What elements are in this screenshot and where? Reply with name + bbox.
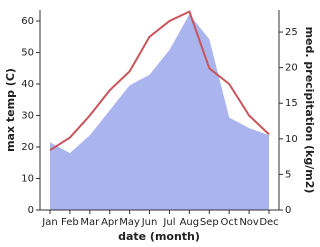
y2-tick-label: 15 bbox=[285, 98, 298, 109]
precipitation-area bbox=[50, 14, 269, 210]
x-tick-label: Oct bbox=[221, 217, 238, 228]
x-axis-label: date (month) bbox=[118, 230, 200, 243]
x-tick-label: Feb bbox=[61, 217, 79, 228]
y-tick-label: 40 bbox=[21, 79, 34, 90]
x-tick-label: May bbox=[119, 217, 140, 228]
y2-tick-label: 25 bbox=[285, 27, 298, 38]
x-tick-label: Apr bbox=[101, 217, 119, 228]
x-tick-label: Nov bbox=[239, 217, 259, 228]
y2-tick-label: 20 bbox=[285, 63, 298, 74]
y-axis-label: max temp (C) bbox=[4, 68, 17, 152]
x-tick-label: Jan bbox=[41, 217, 57, 228]
x-tick-label: Mar bbox=[80, 217, 100, 228]
y2-tick-label: 10 bbox=[285, 134, 298, 145]
y-tick-label: 20 bbox=[21, 142, 34, 153]
x-tick-label: Aug bbox=[180, 217, 200, 228]
x-tick-label: Jul bbox=[162, 217, 175, 228]
y-tick-label: 30 bbox=[21, 111, 34, 122]
x-tick-label: Sep bbox=[200, 217, 219, 228]
y2-axis-label: med. precipitation (kg/m2) bbox=[303, 27, 316, 194]
temp-line bbox=[49, 10, 270, 152]
y2-tick-label: 5 bbox=[285, 169, 291, 180]
y-tick-label: 50 bbox=[21, 48, 34, 59]
x-tick-label: Jun bbox=[141, 217, 158, 228]
y-tick-label: 60 bbox=[21, 16, 34, 27]
y2-tick-label: 0 bbox=[285, 205, 291, 216]
x-tick-label: Dec bbox=[259, 217, 278, 228]
y-tick-label: 0 bbox=[28, 205, 34, 216]
y-tick-label: 10 bbox=[21, 174, 34, 185]
